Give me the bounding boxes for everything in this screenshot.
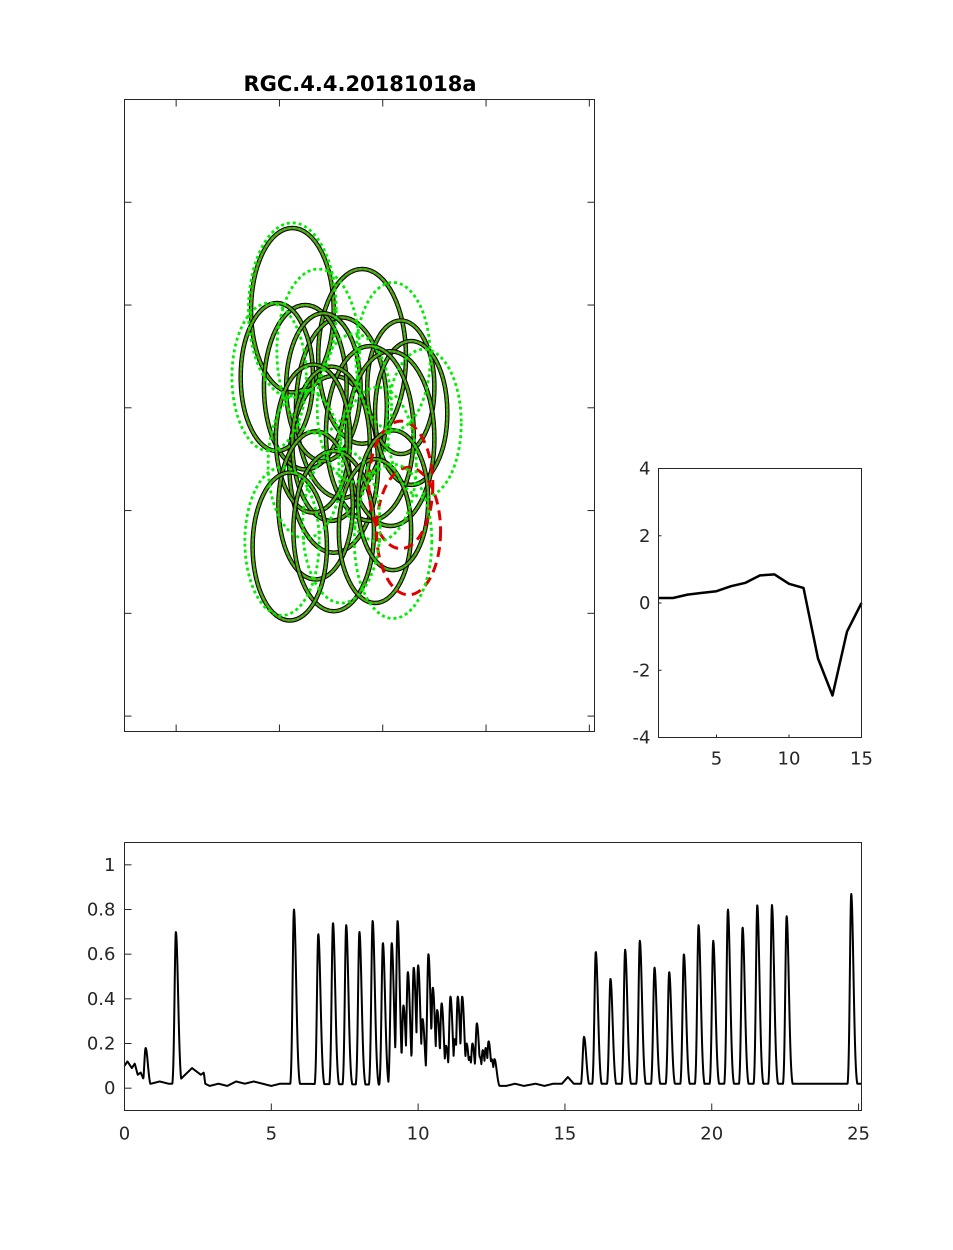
filter-ytick-label-4: 4 [639,459,650,480]
rf-ellipse-13 [276,429,356,582]
rf-ellipse-23 [354,281,432,432]
rf-ellipse-24 [315,332,393,484]
trace-axes-box [124,842,862,1111]
trace-ytick-label-1: 0.2 [87,1034,116,1055]
filter-ytick-label-3: 2 [639,526,650,547]
rf-ellipse-16 [355,428,431,573]
rf-ellipse-28 [301,447,382,605]
trace-xtick-label-3: 15 [553,1124,576,1145]
rf-map-axes-box [124,99,595,732]
rf-map-ellipses [230,221,463,623]
trace-xtick-label-0: 0 [119,1124,130,1145]
trace-xtick-label-5: 25 [847,1124,870,1145]
filter-ytick-label-0: -4 [633,728,651,749]
filter-line [658,573,863,697]
trace-ytick-label-3: 0.6 [87,944,116,965]
rf-ellipse-0 [248,225,336,395]
trace-xtick-label-2: 10 [407,1124,430,1145]
rf-ellipse-26 [337,385,418,543]
rf-ellipse-12 [273,362,353,515]
rf-ellipse-8 [372,338,450,488]
rf-map-panel: RGC.4.4.20181018a [124,72,595,732]
filter-ytick-label-2: 0 [639,593,650,614]
response-trace-panel: 0 5 10 15 20 25 0 0.2 0.4 0.6 0.8 1 [87,842,870,1145]
rf-ellipse-18 [367,419,435,551]
rf-map-title: RGC.4.4.20181018a [243,72,476,96]
rf-ellipse-20 [247,221,338,399]
rf-ellipse-15 [336,456,414,606]
rf-ellipse-21 [230,301,308,453]
rf-ellipse-22 [275,267,361,435]
rf-ellipse-19 [375,465,443,597]
rf-ellipse-27 [385,347,463,499]
rf-ellipse-30 [352,462,434,620]
rf-ellipse-17 [250,470,330,623]
rf-ellipse-4 [261,302,349,472]
filter-xtick-label-2: 15 [850,749,873,770]
trace-xtick-label-4: 20 [700,1124,723,1145]
trace-line [123,892,863,1087]
trace-ytick-label-5: 1 [104,855,115,876]
filter-xtick-label-0: 5 [711,749,722,770]
filter-ytick-label-1: -2 [633,660,651,681]
rf-ellipse-29 [243,465,321,617]
rf-ellipse-9 [344,349,437,529]
trace-xtick-label-1: 5 [266,1124,277,1145]
filter-xtick-label-1: 10 [778,749,801,770]
trace-ytick-label-4: 0.8 [87,900,116,921]
temporal-filter-panel: 5 10 15 -4 -2 0 2 4 [633,459,873,770]
rf-ellipse-7 [364,318,437,457]
trace-ytick-label-0: 0 [104,1078,115,1099]
filter-axes-box [658,468,862,738]
trace-ytick-label-2: 0.4 [87,989,116,1010]
